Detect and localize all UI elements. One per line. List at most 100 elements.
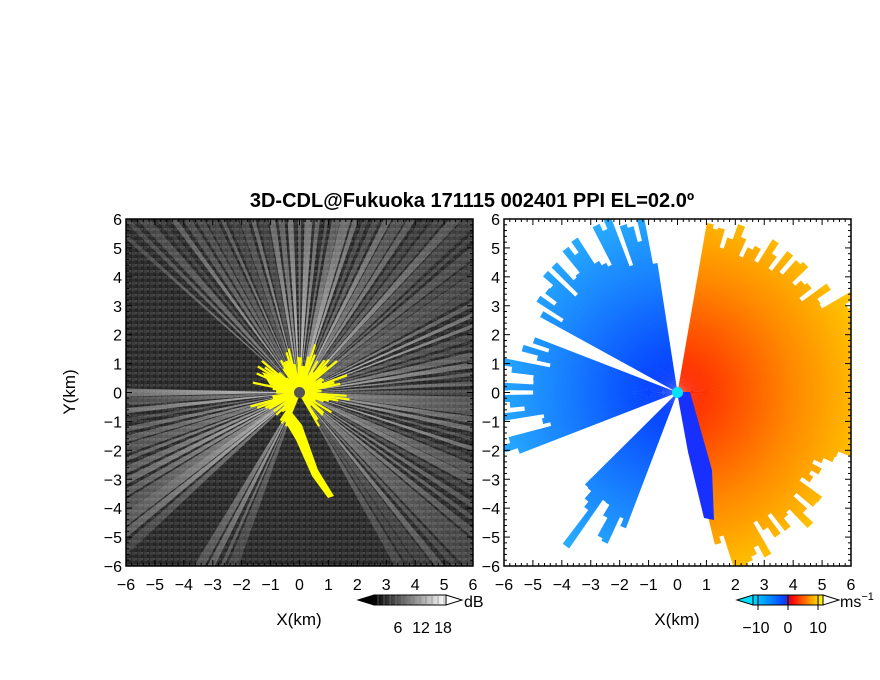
intensity-ray <box>299 219 369 393</box>
velocity-ray-receding <box>677 302 849 393</box>
intensity-ray <box>299 219 352 393</box>
intensity-ray <box>126 392 300 485</box>
velocity-ray-approaching <box>620 392 678 529</box>
velocity-ray-approaching <box>511 365 678 393</box>
left-radar-site-marker <box>294 387 305 398</box>
intensity-ray <box>299 392 417 566</box>
intensity-ray <box>299 312 473 393</box>
intensity-ray <box>195 219 300 393</box>
velocity-ray-approaching <box>540 311 678 393</box>
x-tick-label: 5 <box>818 577 827 594</box>
velocity-ray-receding <box>677 392 851 450</box>
intensity-ray <box>299 381 473 393</box>
intensity-ray <box>299 219 392 393</box>
x-tick-label: −3 <box>204 577 222 594</box>
velocity-ray-receding <box>677 281 797 393</box>
intensity-ray <box>299 392 473 557</box>
left-colorbar-min-arrow <box>356 594 375 606</box>
velocity-ray-approaching <box>521 344 678 393</box>
velocity-ray-approaching <box>547 347 678 393</box>
velocity-ray-receding <box>677 239 779 393</box>
velocity-ray-approaching <box>619 392 678 519</box>
x-tick-label: 2 <box>353 577 362 594</box>
velocity-ray-approaching <box>533 379 678 393</box>
velocity-ray-approaching <box>573 251 678 393</box>
y-tick-label: −3 <box>482 472 500 489</box>
intensity-ray <box>299 219 329 393</box>
velocity-ray-receding <box>677 392 823 503</box>
velocity-ray-receding <box>677 391 851 400</box>
left-colorbar-max-arrow <box>445 594 464 606</box>
velocity-ray-receding <box>677 297 821 393</box>
velocity-ray-receding <box>677 392 818 507</box>
intensity-ray <box>299 392 473 538</box>
left-colorbar-tick-label: 18 <box>434 620 452 637</box>
y-tick-label: 4 <box>491 270 500 287</box>
intensity-ray <box>299 343 473 393</box>
x-tick-label: −5 <box>524 577 542 594</box>
velocity-ray-approaching <box>601 228 678 393</box>
velocity-ray-receding <box>677 392 839 458</box>
left-x-axis-label: X(km) <box>276 610 321 629</box>
intensity-ray <box>299 389 473 396</box>
right-colorbar-tick-label: −10 <box>742 620 769 637</box>
x-tick-label: 6 <box>469 577 478 594</box>
intensity-ray <box>299 392 405 566</box>
intensity-ray <box>299 351 473 393</box>
intensity-ray <box>299 392 460 566</box>
y-tick-label: 2 <box>113 328 122 345</box>
right-x-axis-label: X(km) <box>654 610 699 629</box>
intensity-ray <box>299 219 320 393</box>
right-velocity-field <box>504 219 851 566</box>
y-tick-label: 1 <box>113 357 122 374</box>
velocity-ray-receding <box>677 392 825 464</box>
intensity-ray <box>299 219 431 393</box>
velocity-ray-receding <box>677 261 809 393</box>
intensity-ray <box>126 219 300 393</box>
yellow-echo-streak <box>284 410 334 498</box>
velocity-ray-approaching <box>587 392 678 492</box>
intensity-ray <box>299 272 473 393</box>
velocity-ray-receding <box>677 237 734 393</box>
left-y-axis-label: Y(km) <box>60 369 79 414</box>
intensity-ray <box>299 392 445 566</box>
y-tick-label: 3 <box>113 299 122 316</box>
velocity-ray-approaching <box>504 358 678 393</box>
velocity-ray-receding <box>677 297 803 393</box>
intensity-ray <box>299 362 473 393</box>
velocity-ray-approaching <box>562 246 678 393</box>
velocity-ray-receding <box>677 260 759 393</box>
intensity-ray <box>299 219 341 393</box>
x-tick-label: 6 <box>847 577 856 594</box>
velocity-ray-approaching <box>561 318 678 393</box>
intensity-ray <box>299 301 473 393</box>
velocity-ray-receding <box>677 282 812 393</box>
velocity-ray-receding <box>677 227 725 393</box>
y-tick-label: −5 <box>104 530 122 547</box>
velocity-ray-receding <box>677 247 754 393</box>
velocity-ray-approaching <box>575 271 678 393</box>
velocity-ray-approaching <box>536 354 678 393</box>
velocity-ray-approaching <box>549 362 678 393</box>
velocity-ray-approaching <box>551 262 678 393</box>
velocity-ray-receding <box>677 224 746 393</box>
y-tick-label: 0 <box>491 386 500 403</box>
right-colorbar-max-arrow <box>822 594 841 606</box>
velocity-ray-approaching <box>542 270 678 393</box>
intensity-ray <box>126 392 300 555</box>
intensity-ray <box>299 219 447 393</box>
y-tick-label: −3 <box>104 472 122 489</box>
right-colorbar-min-arrow <box>735 594 754 606</box>
velocity-ray-approaching <box>603 392 678 519</box>
velocity-ray-receding <box>677 228 719 393</box>
velocity-ray-receding <box>677 223 714 393</box>
velocity-ray-approaching <box>601 392 678 544</box>
x-tick-label: 4 <box>411 577 420 594</box>
intensity-ray <box>299 219 407 393</box>
intensity-ray <box>238 219 300 393</box>
intensity-ray <box>136 219 300 393</box>
velocity-ray-approaching <box>549 284 678 393</box>
yellow-echo-patch <box>262 372 296 392</box>
velocity-ray-receding <box>677 392 815 465</box>
y-tick-label: −2 <box>482 443 500 460</box>
